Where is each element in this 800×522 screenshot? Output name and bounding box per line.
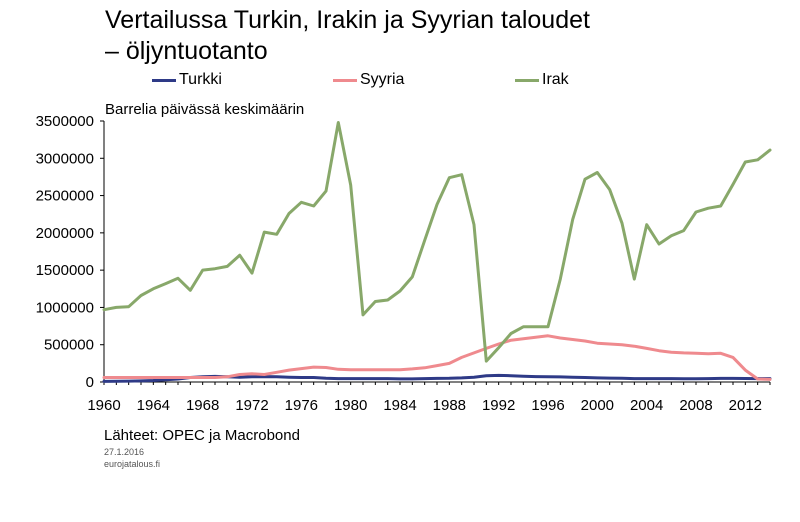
legend-item-irak: Irak [515, 70, 569, 90]
site-note: eurojatalous.fi [104, 459, 161, 469]
y-tick-label: 500000 [44, 337, 94, 354]
series-line-syyria [102, 334, 772, 381]
x-tick-label: 1960 [87, 397, 120, 414]
legend-swatch-irak [515, 78, 539, 82]
x-tick-label: 1996 [531, 397, 564, 414]
legend-label-syyria: Syyria [360, 71, 405, 88]
y-tick-label: 2500000 [36, 188, 94, 205]
legend-label-turkki: Turkki [179, 71, 222, 88]
y-tick-label: 1000000 [36, 299, 94, 316]
x-tick-label: 2012 [729, 397, 762, 414]
x-tick-label: 1976 [285, 397, 318, 414]
y-tick-label: 2000000 [36, 225, 94, 242]
legend-swatch-turkki [152, 78, 176, 82]
source-note: Lähteet: OPEC ja Macrobond [104, 427, 300, 444]
x-tick-label: 1968 [186, 397, 219, 414]
series-line-irak [102, 121, 772, 363]
series-lines [102, 121, 772, 383]
x-tick-label: 1980 [334, 397, 367, 414]
y-tick-label: 3000000 [36, 150, 94, 167]
x-tick-label: 1964 [137, 397, 170, 414]
legend-item-syyria: Syyria [333, 70, 404, 90]
chart-title-line-2: – öljyntuotanto [105, 37, 268, 65]
legend-label-irak: Irak [542, 71, 569, 88]
x-tick-label: 1992 [482, 397, 515, 414]
x-tick-label: 1972 [235, 397, 268, 414]
date-note: 27.1.2016 [104, 447, 145, 457]
y-axis-unit-label: Barrelia päivässä keskimäärin [105, 101, 305, 118]
axes: 0 500000 1000000 1500000 2000000 2500000 30000… [36, 113, 771, 414]
x-tick-label: 2008 [679, 397, 712, 414]
chart-title-line-1: Vertailussa Turkin, Irakin ja Syyrian ta… [105, 6, 590, 34]
y-tick-label: 1500000 [36, 262, 94, 279]
y-tick-label: 3500000 [36, 113, 94, 130]
y-tick-label: 0 [86, 374, 94, 391]
legend-swatch-syyria [333, 78, 357, 82]
x-tick-label: 2004 [630, 397, 663, 414]
x-tick-label: 2000 [581, 397, 614, 414]
x-tick-label: 1984 [383, 397, 416, 414]
legend-item-turkki: Turkki [152, 70, 222, 90]
x-tick-label: 1988 [433, 397, 466, 414]
